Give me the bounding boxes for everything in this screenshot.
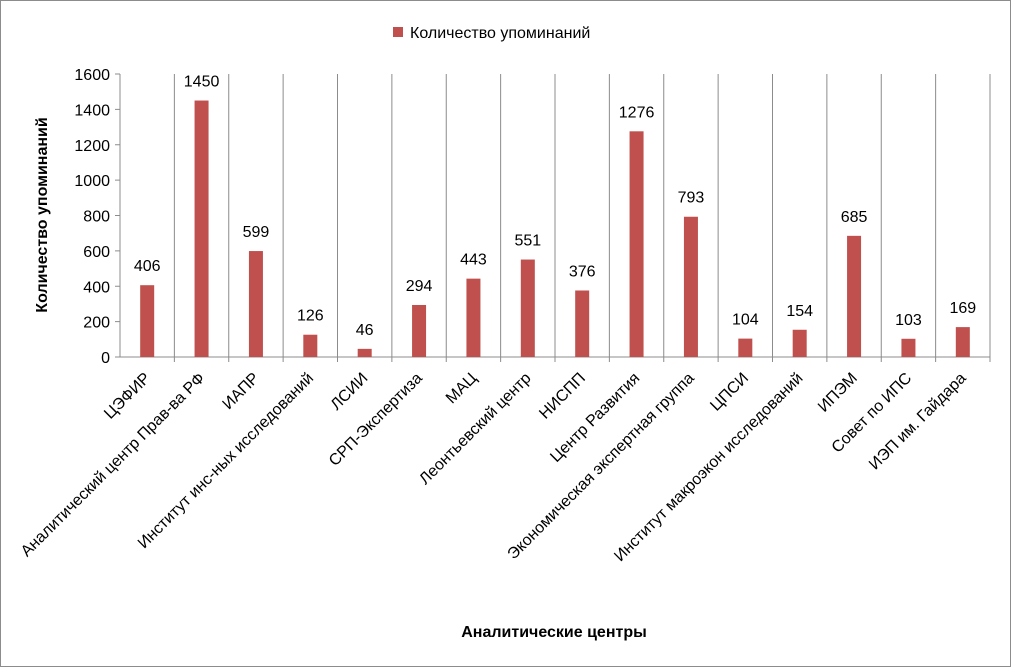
data-label-bg [830, 204, 879, 227]
category-label: ЦЭФИР [101, 370, 154, 423]
data-label: 169 [949, 300, 976, 317]
bar [520, 259, 535, 357]
data-label-bg [775, 298, 824, 321]
y-tick-label: 400 [83, 279, 110, 296]
data-label-bg [123, 254, 172, 277]
data-label-bg [286, 303, 335, 326]
data-label: 685 [841, 209, 868, 226]
bar [629, 131, 644, 357]
y-tick-label: 600 [83, 244, 110, 261]
data-label: 551 [514, 233, 541, 250]
data-label-bg [721, 307, 770, 330]
bar [248, 251, 263, 357]
data-label-bg [938, 296, 987, 319]
bar [303, 334, 318, 357]
y-tick-label: 0 [101, 350, 110, 367]
x-axis-title: Аналитические центры [461, 624, 647, 641]
data-label-bg [231, 220, 280, 243]
bar [901, 338, 916, 357]
data-label: 103 [895, 312, 922, 329]
bar [466, 278, 481, 357]
legend-swatch [393, 27, 403, 37]
data-label-bg [395, 273, 444, 296]
bar [194, 100, 209, 357]
category-label: ИАПР [220, 370, 263, 413]
bar [955, 327, 970, 357]
plot-area: 0 200 400 600 800 1000 1200 1400 1600 406 ЦЭФИР 145… [18, 67, 991, 565]
data-label: 406 [134, 258, 161, 275]
bar [140, 285, 155, 357]
y-tick-label: 200 [83, 315, 110, 332]
data-label-bg [884, 307, 933, 330]
data-label: 46 [356, 322, 374, 339]
data-label-bg [666, 185, 715, 208]
y-tick-label: 1000 [74, 173, 110, 190]
data-label-bg [503, 228, 552, 251]
category-label: ЦПСИ [707, 370, 752, 415]
bar [683, 216, 698, 357]
data-label: 154 [786, 303, 813, 320]
bar [412, 304, 427, 357]
legend: Количество упоминаний [393, 25, 590, 42]
y-axis-title: Количество упоминаний [34, 117, 51, 312]
bar [792, 329, 807, 357]
data-label: 126 [297, 308, 324, 325]
data-label-bg [449, 247, 498, 270]
data-label-bg [340, 317, 389, 340]
data-label: 104 [732, 312, 759, 329]
data-label: 1276 [619, 104, 655, 121]
category-label: ЛСИИ [328, 370, 372, 414]
category-label: СРП-Экспертиза [326, 370, 426, 470]
category-label: ИЭП им. Гайдара [866, 370, 970, 474]
category-label: Институт макроэкон исследований [611, 370, 806, 565]
data-label-bg [612, 100, 661, 123]
data-label: 599 [243, 224, 270, 241]
y-tick-label: 1400 [74, 102, 110, 119]
data-label: 443 [460, 252, 487, 269]
category-label: Леонтьевский центр [416, 370, 534, 488]
legend-label: Количество упоминаний [410, 25, 590, 42]
data-label: 793 [678, 190, 705, 207]
bar [738, 338, 753, 357]
category-label: НИСПП [536, 370, 589, 423]
data-label-bg [177, 69, 226, 92]
y-tick-label: 1600 [74, 67, 110, 84]
data-label: 1450 [184, 74, 220, 91]
data-label: 376 [569, 263, 596, 280]
category-label: ИПЭМ [815, 370, 861, 416]
y-tick-label: 800 [83, 209, 110, 226]
bar [847, 235, 862, 357]
bar [575, 290, 590, 357]
bar [357, 348, 372, 357]
data-label-bg [558, 259, 607, 282]
y-tick-label: 1200 [74, 138, 110, 155]
category-label: МАЦ [443, 370, 480, 407]
data-label: 294 [406, 278, 433, 295]
